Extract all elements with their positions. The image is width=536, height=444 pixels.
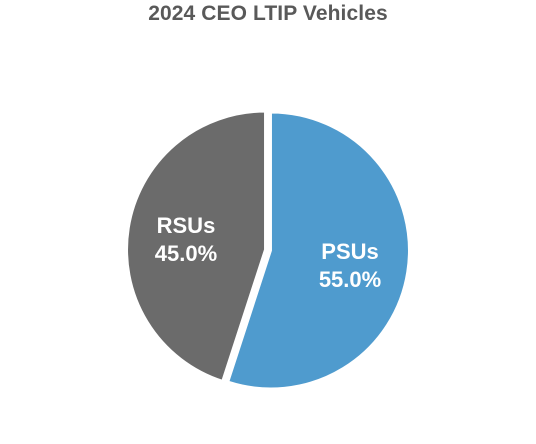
slice-label-rsus: RSUs xyxy=(157,213,216,238)
chart-title: 2024 CEO LTIP Vehicles xyxy=(148,2,388,25)
pie-slices xyxy=(126,110,410,390)
slice-value-label-rsus: 45.0% xyxy=(155,241,217,266)
pie-slice-psus xyxy=(227,111,410,390)
pie-slice-rsus xyxy=(126,110,267,383)
slice-label-psus: PSUs xyxy=(321,239,378,264)
slice-value-label-psus: 55.0% xyxy=(319,267,381,292)
pie-labels: PSUs 55.0% RSUs 45.0% xyxy=(155,213,381,292)
